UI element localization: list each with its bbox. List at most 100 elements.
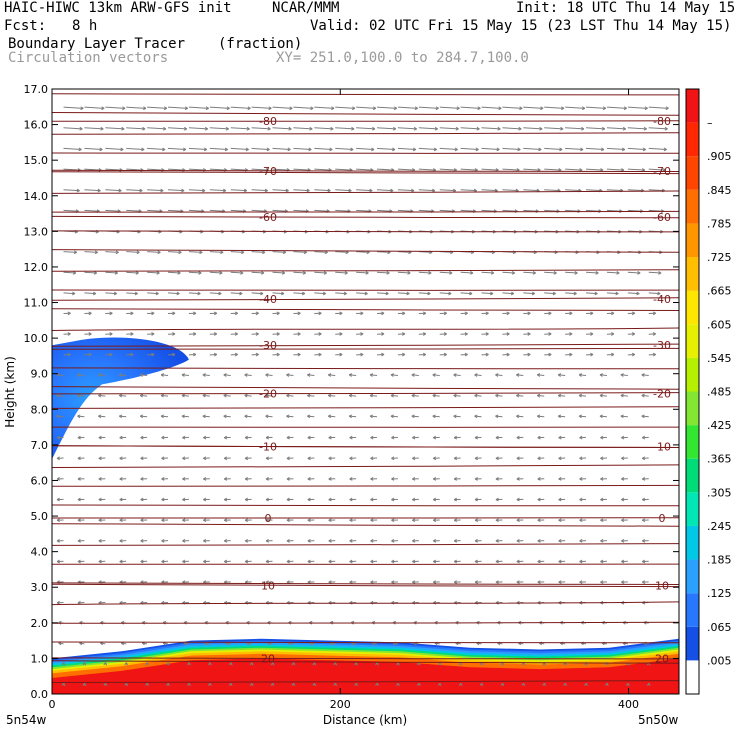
circulation-vector <box>265 518 273 523</box>
circulation-vector <box>599 373 607 377</box>
circulation-vector <box>188 147 208 152</box>
circulation-vector <box>168 106 189 111</box>
circulation-vector <box>377 126 397 131</box>
temperature-contour <box>52 583 679 588</box>
colorbar-label: .425 <box>707 419 732 432</box>
y-tick-label: 2.0 <box>31 617 49 630</box>
circulation-vector <box>328 456 336 461</box>
circulation-vector <box>586 311 594 316</box>
circulation-vector <box>348 373 357 377</box>
circulation-vector <box>291 682 296 687</box>
circulation-vector <box>474 373 482 377</box>
circulation-vector <box>648 126 668 131</box>
circulation-vector <box>453 435 461 440</box>
circulation-vector <box>648 291 661 296</box>
circulation-vector <box>641 456 649 461</box>
circulation-vector <box>307 559 315 564</box>
circulation-vector <box>328 497 336 502</box>
temperature-contour <box>52 484 679 487</box>
circulation-vector <box>641 580 649 584</box>
circulation-vector <box>565 291 577 296</box>
circulation-vector <box>272 126 292 131</box>
circulation-vector <box>286 477 294 481</box>
circulation-vector <box>168 311 176 316</box>
circulation-vector <box>140 518 148 523</box>
circulation-vector <box>544 291 556 296</box>
circulation-vector <box>397 311 406 316</box>
circulation-vector <box>502 147 521 152</box>
circulation-vector <box>272 271 286 275</box>
circulation-vector <box>648 352 656 357</box>
circulation-vector <box>377 311 385 316</box>
circulation-vector <box>416 682 421 687</box>
temperature-contour <box>52 660 679 664</box>
circulation-vector <box>147 271 160 275</box>
circulation-vector <box>265 373 273 377</box>
circulation-vector <box>230 271 244 275</box>
circulation-vector <box>481 291 494 296</box>
circulation-vector <box>63 291 76 296</box>
circulation-vector <box>558 538 566 543</box>
circulation-vector <box>460 291 473 296</box>
circulation-vector <box>600 580 607 584</box>
circulation-vector <box>375 662 379 666</box>
circulation-vector <box>209 311 218 316</box>
circulation-vector <box>565 311 573 316</box>
circulation-vector <box>439 271 453 275</box>
circulation-vector <box>105 250 119 255</box>
circulation-vector <box>418 332 427 336</box>
circulation-vector <box>147 250 161 255</box>
colorbar-swatch <box>686 660 699 694</box>
circulation-vector <box>77 497 85 502</box>
circulation-vector <box>166 662 170 666</box>
circulation-vector <box>272 332 280 336</box>
y-tick-label: 15.0 <box>24 154 49 167</box>
circulation-vector <box>84 352 92 357</box>
circulation-vector <box>251 147 270 152</box>
circulation-vector <box>495 435 503 440</box>
y-tick-label: 0.0 <box>31 688 49 701</box>
circulation-vector <box>168 188 185 193</box>
colorbar-label: .305 <box>707 486 732 499</box>
circulation-vector <box>558 518 566 523</box>
circulation-vector <box>84 126 104 131</box>
circulation-vector <box>286 538 294 543</box>
circulation-vector <box>139 393 148 398</box>
circulation-vector <box>126 250 140 255</box>
x-right-location: 5n50w <box>638 713 679 727</box>
circulation-vector <box>453 497 461 502</box>
contour-label: 0 <box>659 512 666 525</box>
circulation-vector <box>293 271 307 275</box>
circulation-vector <box>56 414 64 419</box>
contour-label: -40 <box>259 293 277 306</box>
circulation-vector <box>600 518 607 523</box>
circulation-vector <box>84 147 103 152</box>
circulation-vector <box>293 332 301 336</box>
circulation-vector <box>516 477 524 481</box>
circulation-vector <box>251 352 259 357</box>
circulation-vector <box>98 435 106 440</box>
circulation-vector <box>312 682 317 687</box>
circulation-vector <box>272 147 291 152</box>
circulation-vector <box>437 682 442 687</box>
circulation-vector <box>646 682 651 687</box>
y-tick-label: 1.0 <box>31 652 49 665</box>
circulation-vector <box>537 497 545 502</box>
circulation-vector <box>627 352 636 357</box>
temperature-contour <box>52 601 679 606</box>
circulation-vector <box>586 147 605 152</box>
contour-label: -80 <box>259 115 277 128</box>
circulation-vector <box>272 188 289 193</box>
circulation-vector <box>270 662 275 666</box>
circulation-vector <box>209 271 223 275</box>
contour-label: -80 <box>653 115 671 128</box>
colorbar-swatch <box>686 156 699 190</box>
circulation-vector <box>103 682 108 687</box>
y-tick-label: 9.0 <box>31 368 49 381</box>
contour-label: 10 <box>655 579 669 592</box>
colorbar-swatch <box>686 391 699 426</box>
circulation-vector <box>439 291 452 296</box>
x-axis-label: Distance (km) <box>323 713 407 727</box>
circulation-vector <box>460 147 479 152</box>
circulation-vector <box>439 126 459 131</box>
